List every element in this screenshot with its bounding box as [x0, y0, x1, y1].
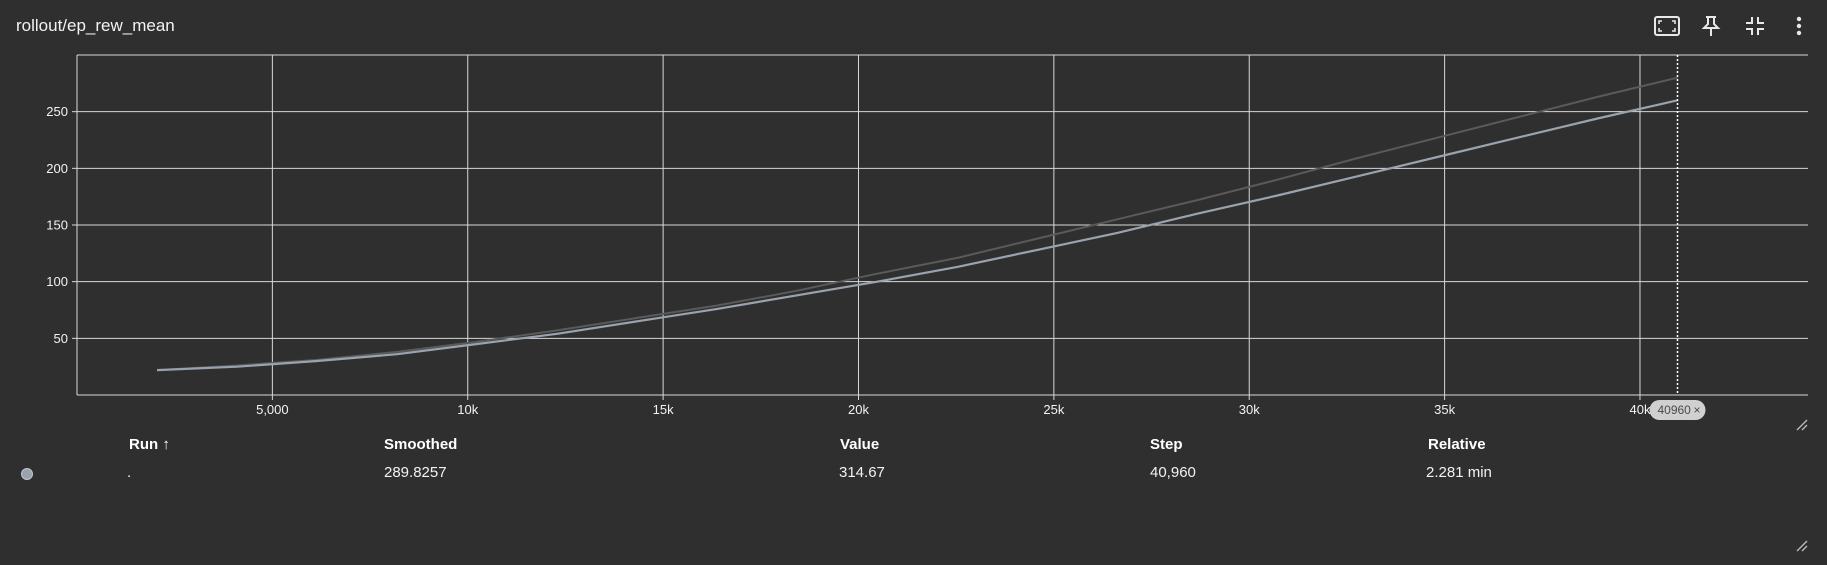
line-chart[interactable]: 5,000 10k 15k 20k 25k 30k 35k 40k 50 100 150 200 250…: [0, 0, 1827, 420]
card-toolbar: [1649, 10, 1817, 42]
y-tick-label: 150: [46, 218, 68, 233]
raw-series-line: [156, 76, 1678, 372]
run-color-dot-icon: [21, 468, 33, 480]
table-header: Run ↑ Smoothed Value Step Relative: [0, 432, 1827, 460]
x-tick-label: 40k: [1629, 402, 1650, 417]
cell-run: .: [127, 464, 132, 481]
chart-resize-handle[interactable]: [1796, 419, 1808, 431]
y-tick-label: 100: [46, 274, 68, 289]
cell-value: 314.67: [839, 464, 885, 481]
fit-domain-button[interactable]: [1649, 10, 1685, 42]
x-tick-label: 20k: [848, 402, 869, 417]
more-options-button[interactable]: [1781, 10, 1817, 42]
smoothed-series-line: [156, 99, 1678, 372]
x-tick-label: 10k: [457, 402, 478, 417]
cell-step: 40,960: [1150, 464, 1196, 481]
x-tick-label: 15k: [653, 402, 674, 417]
y-tick-label: 50: [54, 331, 68, 346]
collapse-button[interactable]: [1737, 10, 1773, 42]
card-resize-handle[interactable]: [1796, 540, 1808, 552]
table-row: . 289.8257 314.67 40,960 2.281 min: [0, 460, 1827, 488]
header-value[interactable]: Value: [840, 436, 880, 453]
data-table: Run ↑ Smoothed Value Step Relative . 289…: [0, 432, 1827, 488]
header-step[interactable]: Step: [1150, 436, 1183, 453]
header-run[interactable]: Run ↑: [129, 436, 170, 453]
card-title: rollout/ep_rew_mean: [16, 16, 175, 35]
x-tick-label: 35k: [1434, 402, 1455, 417]
more-vert-icon: [1796, 16, 1802, 36]
cursor-step-label: 40960: [1657, 403, 1691, 417]
fit-domain-icon: [1654, 16, 1680, 36]
cursor-step-badge[interactable]: [1649, 400, 1706, 420]
y-tick-label: 250: [46, 104, 68, 119]
cell-relative: 2.281 min: [1426, 464, 1492, 481]
header-relative[interactable]: Relative: [1428, 436, 1486, 453]
cell-smoothed: 289.8257: [384, 464, 447, 481]
x-tick-label: 5,000: [256, 402, 289, 417]
pin-icon: [1701, 16, 1721, 36]
y-tick-label: 200: [46, 161, 68, 176]
collapse-icon: [1746, 17, 1764, 35]
cursor-close-icon[interactable]: ×: [1693, 403, 1700, 417]
pin-button[interactable]: [1693, 10, 1729, 42]
x-tick-label: 25k: [1043, 402, 1064, 417]
x-tick-label: 30k: [1239, 402, 1260, 417]
header-smoothed[interactable]: Smoothed: [384, 436, 458, 453]
